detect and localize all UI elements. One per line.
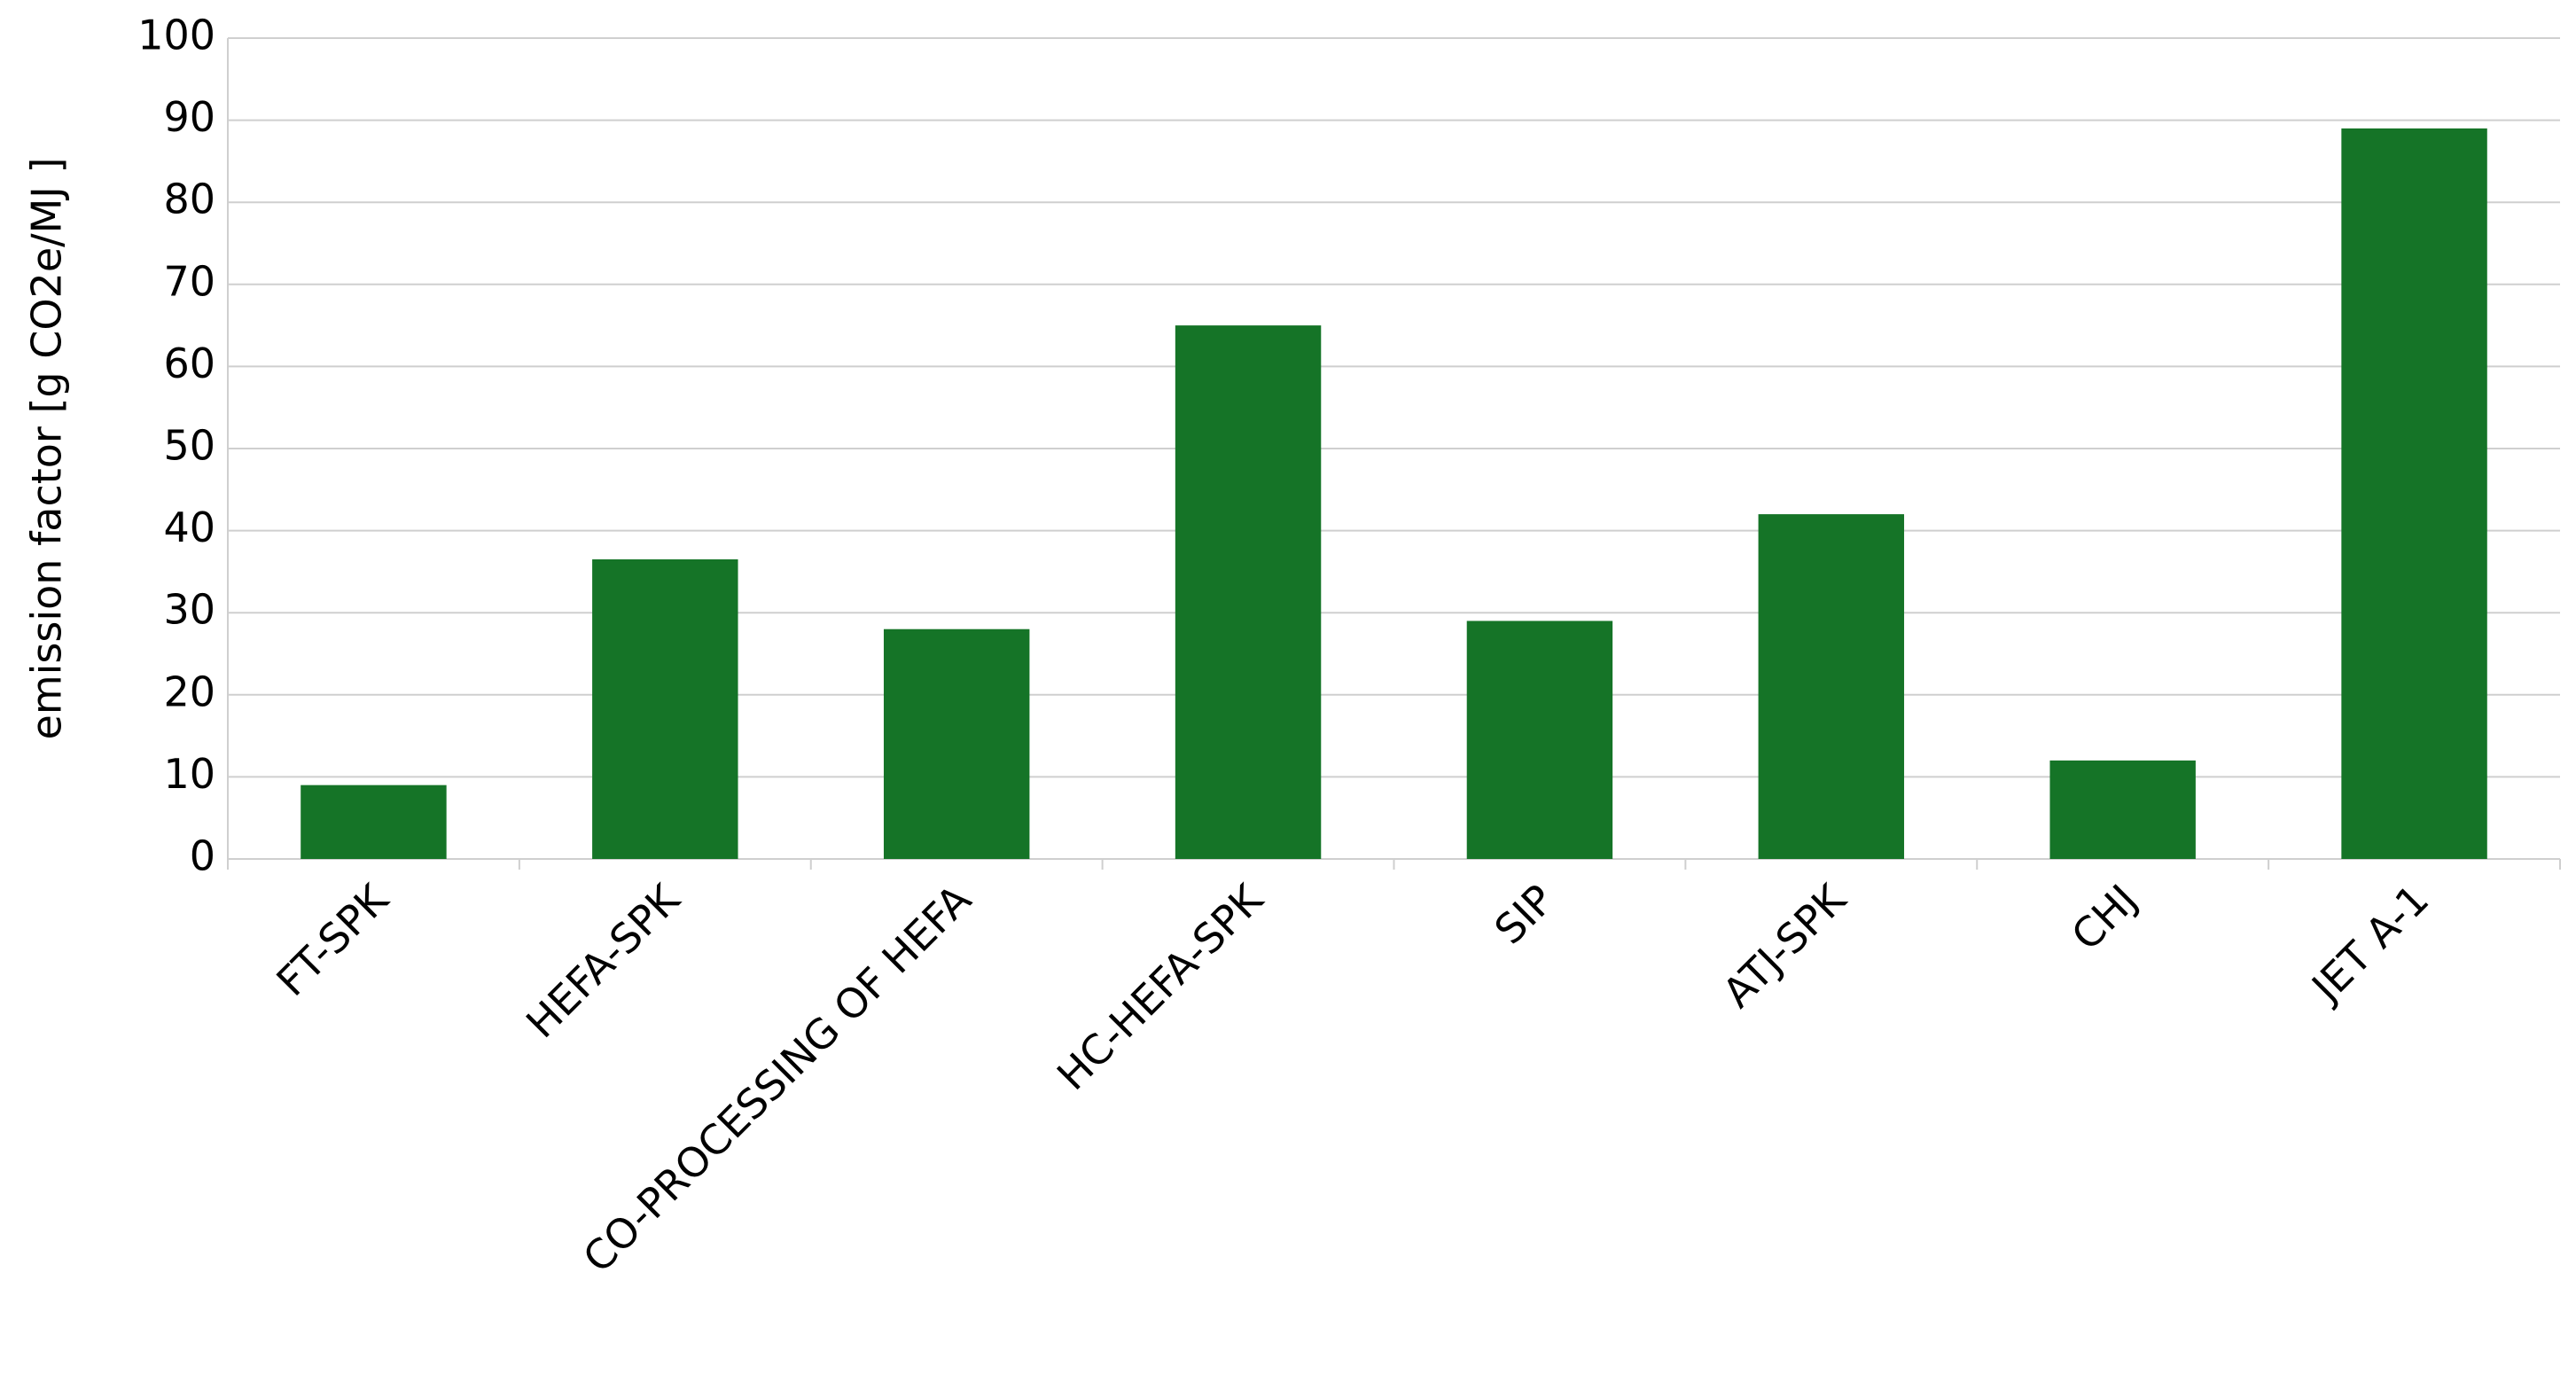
- bar: [592, 559, 738, 859]
- y-tick-label: 90: [163, 93, 215, 141]
- y-tick-label: 0: [190, 832, 215, 880]
- x-tick-label: SIP: [1486, 875, 1564, 953]
- y-tick-label: 10: [163, 750, 215, 798]
- y-tick-label: 40: [163, 504, 215, 551]
- x-tick-label: ATJ-SPK: [1713, 874, 1856, 1017]
- y-tick-label: 60: [163, 340, 215, 387]
- y-tick-label: 50: [163, 422, 215, 470]
- y-axis-title: emission factor [g CO2e/MJ ]: [23, 158, 71, 740]
- y-tick-label: 100: [137, 12, 215, 59]
- bar: [2341, 128, 2487, 860]
- bar: [1758, 514, 1905, 859]
- bar: [1175, 325, 1322, 860]
- x-tick-label: CHJ: [2062, 875, 2146, 959]
- y-tick-label: 30: [163, 586, 215, 634]
- y-tick-label: 80: [163, 176, 215, 223]
- x-tick-label: FT-SPK: [268, 874, 399, 1005]
- y-tick-label: 20: [163, 667, 215, 715]
- x-tick-label: JET A-1: [2301, 875, 2439, 1012]
- bar: [301, 785, 447, 859]
- bar: [883, 628, 1030, 859]
- x-tick-label: HEFA-SPK: [517, 874, 690, 1047]
- y-tick-label: 70: [163, 257, 215, 305]
- bar: [1466, 621, 1613, 859]
- x-tick-label: HC-HEFA-SPK: [1048, 874, 1273, 1099]
- bar: [2049, 760, 2196, 859]
